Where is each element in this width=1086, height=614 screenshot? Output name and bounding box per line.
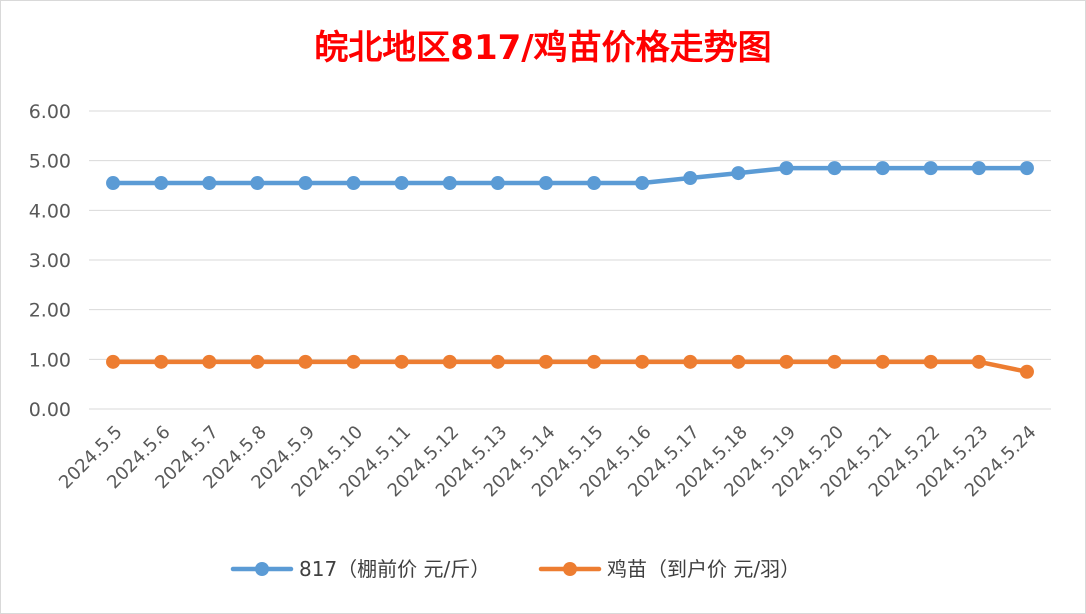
data-point — [875, 354, 890, 369]
data-point — [875, 161, 890, 176]
chart-title: 皖北地区817/鸡苗价格走势图 — [314, 28, 771, 68]
data-point — [106, 354, 121, 369]
y-tick-label: 4.00 — [29, 200, 71, 222]
data-point — [587, 176, 602, 191]
data-point — [106, 176, 121, 191]
legend-marker — [255, 562, 269, 576]
data-point — [683, 171, 698, 186]
data-point — [490, 354, 505, 369]
data-point — [394, 176, 409, 191]
data-point — [923, 161, 938, 176]
data-point — [442, 354, 457, 369]
y-axis-ticks: 0.00 1.00 2.00 3.00 4.00 5.00 6.00 — [29, 101, 71, 421]
data-point — [971, 161, 986, 176]
y-tick-label: 5.00 — [29, 151, 71, 173]
data-point — [298, 354, 313, 369]
data-point — [394, 354, 409, 369]
data-point — [731, 354, 746, 369]
legend-label: 鸡苗（到户价 元/羽） — [607, 557, 800, 581]
data-point — [1019, 364, 1034, 379]
y-tick-label: 3.00 — [29, 250, 71, 272]
y-tick-label: 6.00 — [29, 101, 71, 123]
data-point — [827, 161, 842, 176]
series-line — [110, 165, 1030, 186]
data-point — [250, 354, 265, 369]
legend-item-1: 817（棚前价 元/斤） — [230, 557, 490, 581]
data-point — [202, 176, 217, 191]
y-tick-label: 1.00 — [29, 349, 71, 371]
data-point — [202, 354, 217, 369]
legend-marker — [563, 562, 577, 576]
data-point — [587, 354, 602, 369]
data-point — [490, 176, 505, 191]
data-point — [779, 161, 794, 176]
data-point — [538, 176, 553, 191]
data-point — [538, 354, 553, 369]
data-point — [827, 354, 842, 369]
y-tick-label: 2.00 — [29, 300, 71, 322]
data-point — [298, 176, 313, 191]
grid-layer — [89, 110, 1051, 410]
legend: 817（棚前价 元/斤） 鸡苗（到户价 元/羽） — [230, 557, 800, 581]
series-1 — [106, 161, 1034, 191]
data-point — [731, 166, 746, 181]
data-point — [779, 354, 794, 369]
data-point — [635, 354, 650, 369]
data-point — [154, 176, 169, 191]
series-2 — [106, 354, 1034, 379]
data-point — [923, 354, 938, 369]
series-line — [110, 359, 1030, 374]
legend-item-2: 鸡苗（到户价 元/羽） — [538, 557, 800, 581]
data-point — [442, 176, 457, 191]
data-point — [635, 176, 650, 191]
x-axis-ticks: 2024.5.52024.5.62024.5.72024.5.82024.5.9… — [55, 422, 1040, 502]
data-point — [971, 354, 986, 369]
y-tick-label: 0.00 — [29, 399, 71, 421]
data-point — [154, 354, 169, 369]
data-point — [1019, 161, 1034, 176]
series-layer — [106, 161, 1034, 379]
legend-label: 817（棚前价 元/斤） — [299, 557, 490, 581]
data-point — [346, 176, 361, 191]
data-point — [346, 354, 361, 369]
data-point — [250, 176, 265, 191]
data-point — [683, 354, 698, 369]
